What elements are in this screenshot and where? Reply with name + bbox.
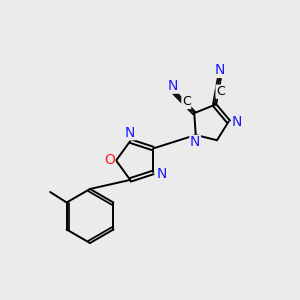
Text: N: N: [156, 167, 167, 181]
Text: N: N: [214, 63, 225, 77]
Text: N: N: [168, 79, 178, 93]
Text: N: N: [125, 126, 135, 140]
Text: O: O: [104, 154, 115, 167]
Text: C: C: [216, 85, 225, 98]
Text: N: N: [232, 115, 242, 129]
Text: N: N: [190, 136, 200, 149]
Text: C: C: [182, 95, 191, 109]
